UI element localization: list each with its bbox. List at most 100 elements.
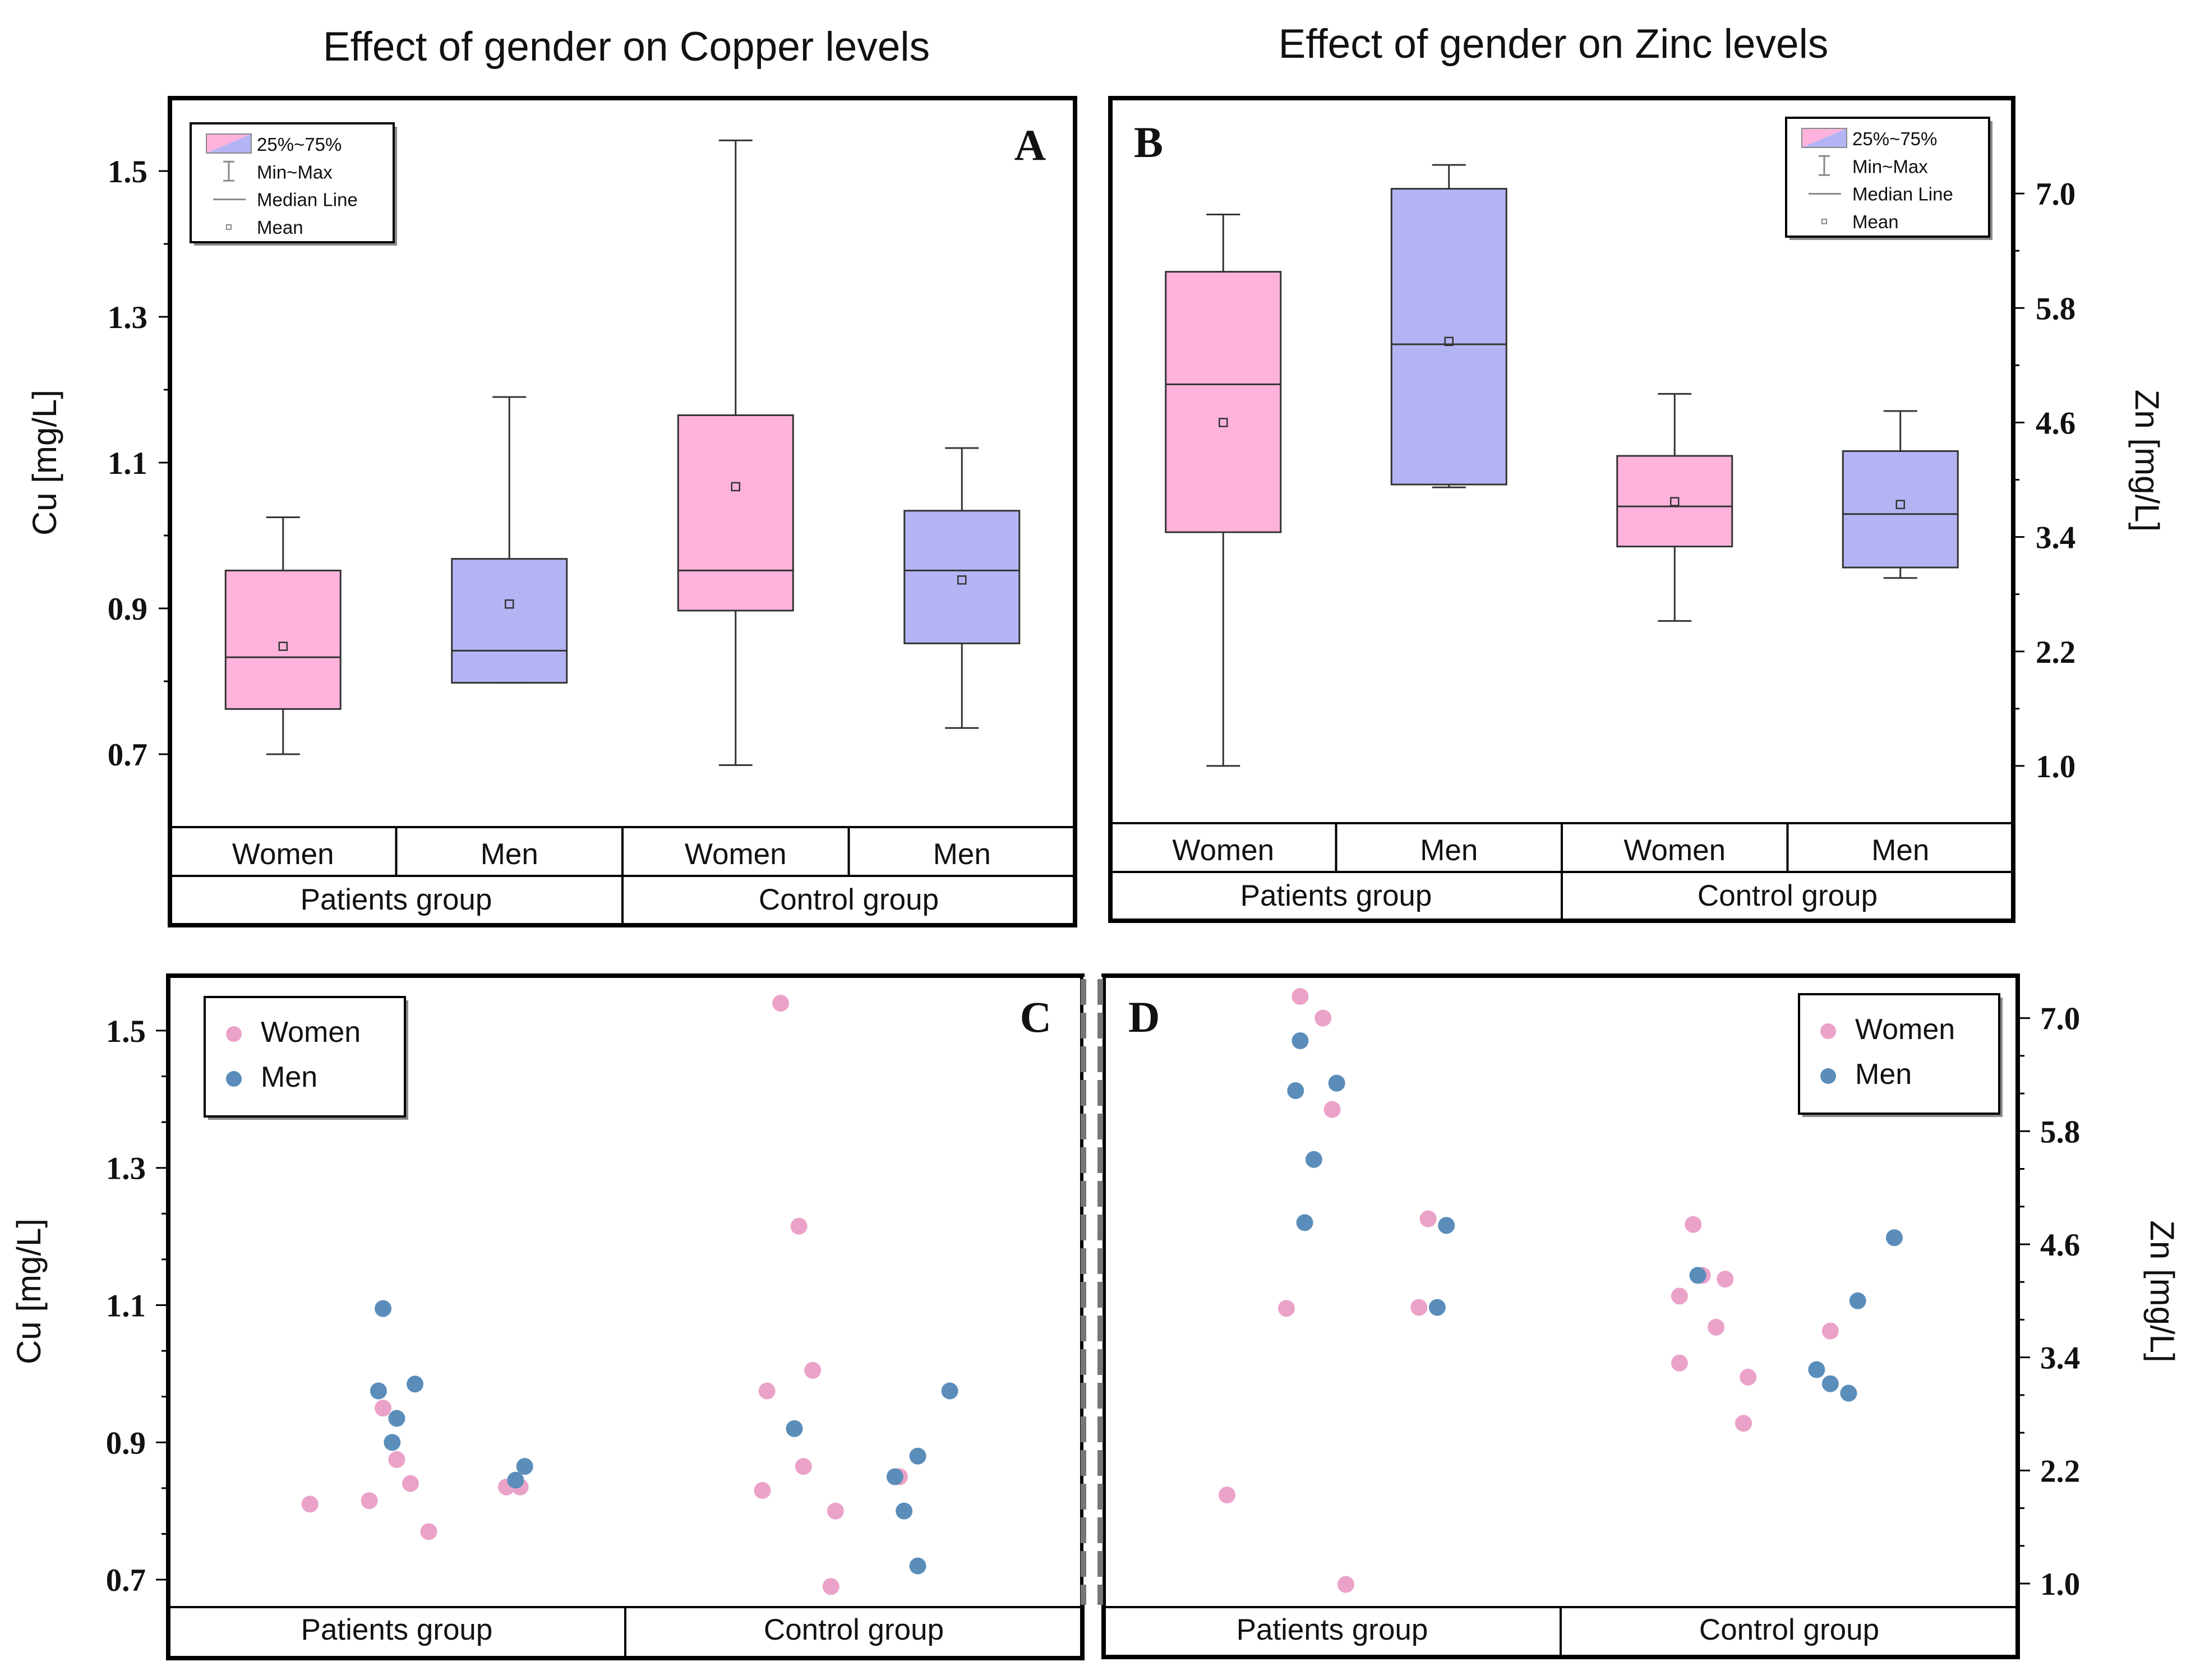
y-tick-label: 4.6 bbox=[2036, 405, 2075, 441]
legend-median-label: Median Line bbox=[257, 190, 358, 210]
legend-swatch-border bbox=[206, 133, 252, 154]
legend-iqr-label: 25%~75% bbox=[1852, 128, 1937, 149]
men-point bbox=[1821, 1375, 1839, 1392]
women-point bbox=[1278, 1300, 1295, 1317]
mean-marker bbox=[505, 599, 514, 609]
women-point bbox=[375, 1400, 392, 1417]
panel-divider bbox=[1081, 977, 1103, 1605]
category-label: Women bbox=[685, 838, 787, 871]
women-point bbox=[388, 1451, 405, 1468]
y-tick-label: 0.9 bbox=[106, 1425, 146, 1461]
women-point bbox=[1323, 1101, 1341, 1118]
men-point bbox=[909, 1447, 926, 1465]
group-label: Control group bbox=[1698, 879, 1878, 912]
women-point bbox=[1717, 1271, 1734, 1288]
men-point bbox=[909, 1557, 926, 1575]
women-point bbox=[795, 1458, 812, 1475]
group-label: Control group bbox=[759, 883, 939, 916]
category-label: Women bbox=[1623, 834, 1726, 867]
legend-women-marker bbox=[226, 1026, 242, 1042]
legend-mean-label: Mean bbox=[1852, 211, 1899, 232]
men-point bbox=[886, 1468, 903, 1485]
legend-minmax-label: Min~Max bbox=[257, 161, 333, 182]
mean-marker bbox=[957, 575, 967, 585]
women-point bbox=[1740, 1368, 1757, 1386]
y-axis-label: Zn [mg/L] bbox=[2143, 1220, 2181, 1362]
group-label: Patients group bbox=[301, 1613, 493, 1646]
men-point bbox=[1849, 1292, 1866, 1309]
panel-letter: A bbox=[1014, 121, 1046, 169]
category-label: Women bbox=[232, 838, 334, 871]
women-point bbox=[1291, 987, 1309, 1005]
copper-title: Effect of gender on Copper levels bbox=[323, 24, 930, 70]
men-point bbox=[1291, 1032, 1309, 1049]
iqr-box bbox=[1165, 271, 1282, 533]
y-tick-label: 0.9 bbox=[108, 592, 147, 627]
legend-swatch-men bbox=[1802, 128, 1847, 147]
group-label: Patients group bbox=[1240, 879, 1432, 912]
women-point bbox=[361, 1492, 378, 1510]
women-point bbox=[402, 1475, 419, 1492]
men-point bbox=[388, 1410, 405, 1427]
women-point bbox=[1735, 1415, 1752, 1432]
legend-minmax-label: Min~Max bbox=[1852, 156, 1928, 177]
y-axis-label: Zn [mg/L] bbox=[2128, 390, 2166, 532]
men-point bbox=[384, 1434, 401, 1451]
women-point bbox=[822, 1578, 840, 1595]
legend-mean-label: Mean bbox=[257, 217, 303, 238]
y-tick-label: 1.1 bbox=[108, 446, 147, 481]
women-point bbox=[301, 1496, 319, 1513]
men-point bbox=[1328, 1074, 1345, 1092]
women-point bbox=[1708, 1318, 1725, 1336]
legend-mean-icon bbox=[1821, 218, 1827, 224]
category-label: Women bbox=[1172, 834, 1274, 867]
iqr-box bbox=[451, 558, 568, 684]
panel-letter: C bbox=[1020, 993, 1051, 1041]
women-point bbox=[1821, 1322, 1839, 1340]
legend-swatch-men bbox=[206, 133, 251, 153]
women-point bbox=[754, 1481, 771, 1499]
category-label: Men bbox=[933, 838, 991, 871]
y-tick-label: 5.8 bbox=[2036, 291, 2075, 326]
legend-box bbox=[204, 996, 406, 1118]
legend-men-label: Men bbox=[261, 1061, 317, 1093]
men-point bbox=[1885, 1229, 1903, 1247]
women-point bbox=[1671, 1287, 1688, 1305]
women-point bbox=[1419, 1210, 1437, 1227]
iqr-box bbox=[224, 569, 342, 710]
mean-marker bbox=[1895, 500, 1905, 510]
panel-a-copper-boxplot: Women Men Women Men Patients group Control gr… bbox=[26, 96, 1077, 927]
men-point bbox=[1438, 1217, 1455, 1234]
iqr-box bbox=[677, 414, 794, 612]
men-point bbox=[375, 1300, 392, 1317]
group-label: Control group bbox=[1699, 1613, 1879, 1646]
category-label: Men bbox=[481, 838, 538, 871]
panel-letter: B bbox=[1134, 118, 1163, 167]
y-tick-label: 7.0 bbox=[2036, 177, 2075, 212]
y-tick-label: 1.3 bbox=[106, 1151, 146, 1187]
men-point bbox=[1296, 1214, 1313, 1231]
women-point bbox=[1219, 1487, 1236, 1504]
men-point bbox=[407, 1376, 424, 1393]
y-tick-label: 1.0 bbox=[2040, 1567, 2080, 1602]
legend-women-marker bbox=[1820, 1023, 1836, 1039]
iqr-box bbox=[903, 510, 1021, 644]
legend-mean-icon bbox=[226, 224, 232, 230]
women-point bbox=[1337, 1576, 1354, 1593]
women-point bbox=[790, 1217, 808, 1235]
legend-women-label: Women bbox=[261, 1016, 361, 1049]
women-point bbox=[758, 1382, 776, 1400]
men-point bbox=[941, 1382, 958, 1400]
women-point bbox=[1685, 1216, 1702, 1233]
mean-marker bbox=[731, 482, 740, 492]
y-tick-label: 7.0 bbox=[2040, 1001, 2080, 1037]
panel-d-zinc-scatter: Patients group Control group 1.0 2.2 3.4 4.6 5… bbox=[1101, 973, 2181, 1659]
iqr-box bbox=[1616, 455, 1733, 548]
y-tick-label: 2.2 bbox=[2036, 635, 2075, 670]
y-axis-label: Cu [mg/L] bbox=[10, 1219, 48, 1364]
mean-marker bbox=[1670, 497, 1680, 506]
men-point bbox=[1305, 1151, 1322, 1168]
men-point bbox=[1287, 1082, 1304, 1100]
men-point bbox=[1428, 1299, 1446, 1316]
